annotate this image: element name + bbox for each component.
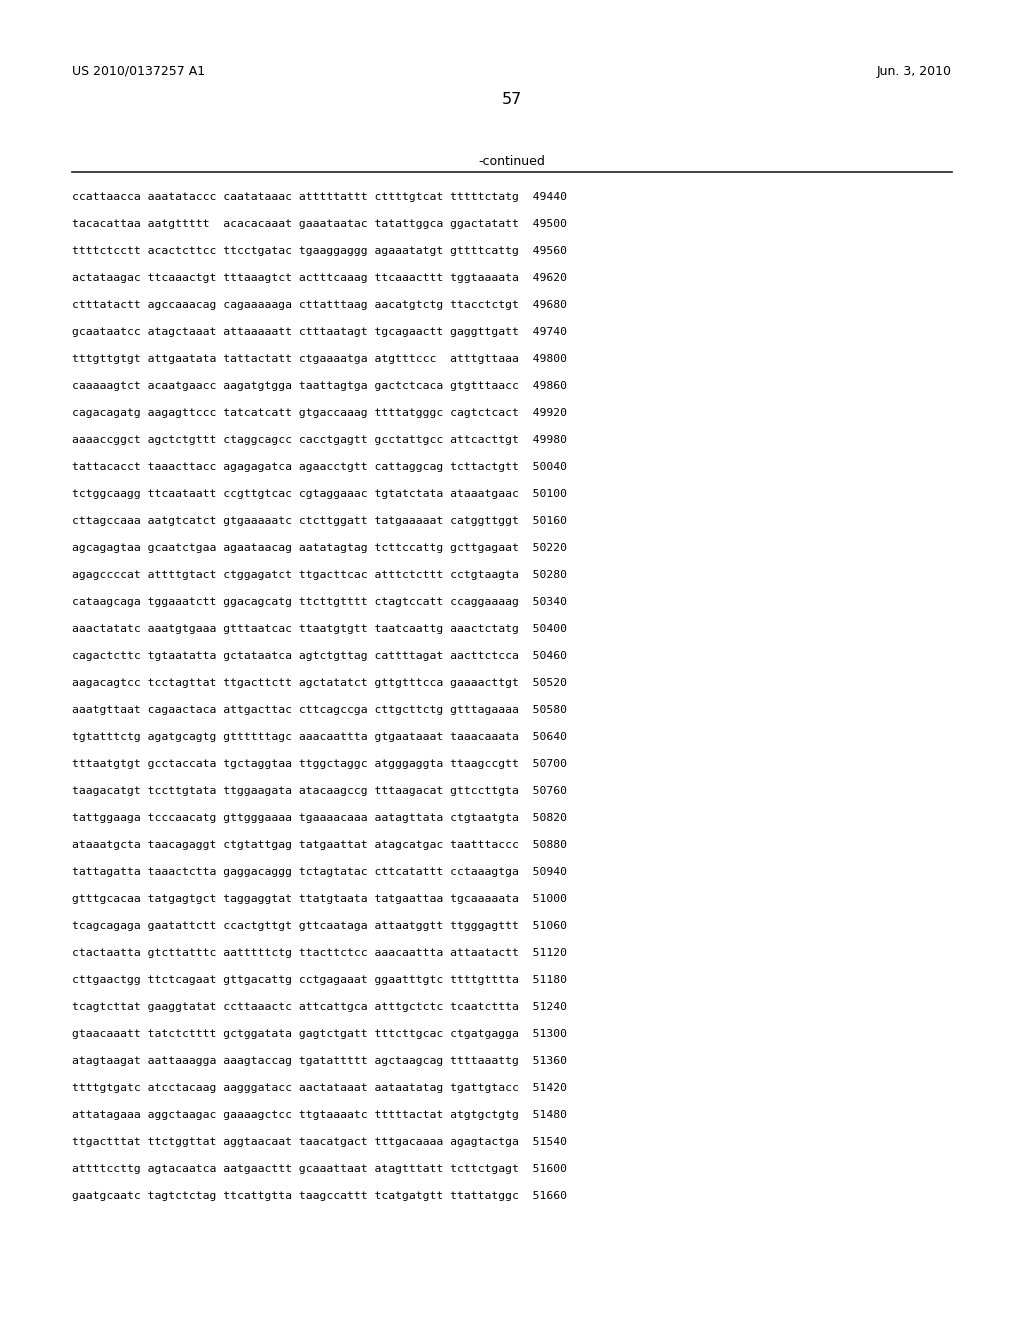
Text: tgtatttctg agatgcagtg gttttttagc aaacaattta gtgaataaat taaacaaata  50640: tgtatttctg agatgcagtg gttttttagc aaacaat… [72, 733, 567, 742]
Text: actataagac ttcaaactgt tttaaagtct actttcaaag ttcaaacttt tggtaaaata  49620: actataagac ttcaaactgt tttaaagtct actttca… [72, 273, 567, 282]
Text: ctactaatta gtcttatttc aatttttctg ttacttctcc aaacaattta attaatactt  51120: ctactaatta gtcttatttc aatttttctg ttacttc… [72, 948, 567, 958]
Text: atagtaagat aattaaagga aaagtaccag tgatattttt agctaagcag ttttaaattg  51360: atagtaagat aattaaagga aaagtaccag tgatatt… [72, 1056, 567, 1067]
Text: ttgactttat ttctggttat aggtaacaat taacatgact tttgacaaaa agagtactga  51540: ttgactttat ttctggttat aggtaacaat taacatg… [72, 1137, 567, 1147]
Text: tcagtcttat gaaggtatat ccttaaactc attcattgca atttgctctc tcaatcttta  51240: tcagtcttat gaaggtatat ccttaaactc attcatt… [72, 1002, 567, 1012]
Text: cataagcaga tggaaatctt ggacagcatg ttcttgtttt ctagtccatt ccaggaaaag  50340: cataagcaga tggaaatctt ggacagcatg ttcttgt… [72, 597, 567, 607]
Text: caaaaagtct acaatgaacc aagatgtgga taattagtga gactctcaca gtgtttaacc  49860: caaaaagtct acaatgaacc aagatgtgga taattag… [72, 381, 567, 391]
Text: tcagcagaga gaatattctt ccactgttgt gttcaataga attaatggtt ttgggagttt  51060: tcagcagaga gaatattctt ccactgttgt gttcaat… [72, 921, 567, 931]
Text: ccattaacca aaatataccc caatataaac atttttattt cttttgtcat tttttctatg  49440: ccattaacca aaatataccc caatataaac attttta… [72, 191, 567, 202]
Text: aaatgttaat cagaactaca attgacttac cttcagccga cttgcttctg gtttagaaaa  50580: aaatgttaat cagaactaca attgacttac cttcagc… [72, 705, 567, 715]
Text: tctggcaagg ttcaataatt ccgttgtcac cgtaggaaac tgtatctata ataaatgaac  50100: tctggcaagg ttcaataatt ccgttgtcac cgtagga… [72, 488, 567, 499]
Text: -continued: -continued [478, 154, 546, 168]
Text: tattagatta taaactctta gaggacaggg tctagtatac cttcatattt cctaaagtga  50940: tattagatta taaactctta gaggacaggg tctagta… [72, 867, 567, 876]
Text: cagacagatg aagagttccc tatcatcatt gtgaccaaag ttttatgggc cagtctcact  49920: cagacagatg aagagttccc tatcatcatt gtgacca… [72, 408, 567, 418]
Text: 57: 57 [502, 92, 522, 107]
Text: tattggaaga tcccaacatg gttgggaaaa tgaaaacaaa aatagttata ctgtaatgta  50820: tattggaaga tcccaacatg gttgggaaaa tgaaaac… [72, 813, 567, 822]
Text: cagactcttc tgtaatatta gctataatca agtctgttag cattttagat aacttctcca  50460: cagactcttc tgtaatatta gctataatca agtctgt… [72, 651, 567, 661]
Text: ctttatactt agccaaacag cagaaaaaga cttatttaag aacatgtctg ttacctctgt  49680: ctttatactt agccaaacag cagaaaaaga cttattt… [72, 300, 567, 310]
Text: aaactatatc aaatgtgaaa gtttaatcac ttaatgtgtt taatcaattg aaactctatg  50400: aaactatatc aaatgtgaaa gtttaatcac ttaatgt… [72, 624, 567, 634]
Text: agagccccat attttgtact ctggagatct ttgacttcac atttctcttt cctgtaagta  50280: agagccccat attttgtact ctggagatct ttgactt… [72, 570, 567, 579]
Text: gtttgcacaa tatgagtgct taggaggtat ttatgtaata tatgaattaa tgcaaaaata  51000: gtttgcacaa tatgagtgct taggaggtat ttatgta… [72, 894, 567, 904]
Text: US 2010/0137257 A1: US 2010/0137257 A1 [72, 65, 205, 78]
Text: agcagagtaa gcaatctgaa agaataacag aatatagtag tcttccattg gcttgagaat  50220: agcagagtaa gcaatctgaa agaataacag aatatag… [72, 543, 567, 553]
Text: cttagccaaa aatgtcatct gtgaaaaatc ctcttggatt tatgaaaaat catggttggt  50160: cttagccaaa aatgtcatct gtgaaaaatc ctcttgg… [72, 516, 567, 525]
Text: ttttctcctt acactcttcc ttcctgatac tgaaggaggg agaaatatgt gttttcattg  49560: ttttctcctt acactcttcc ttcctgatac tgaagga… [72, 246, 567, 256]
Text: tttgttgtgt attgaatata tattactatt ctgaaaatga atgtttccc  atttgttaaa  49800: tttgttgtgt attgaatata tattactatt ctgaaaa… [72, 354, 567, 364]
Text: aaaaccggct agctctgttt ctaggcagcc cacctgagtt gcctattgcc attcacttgt  49980: aaaaccggct agctctgttt ctaggcagcc cacctga… [72, 436, 567, 445]
Text: cttgaactgg ttctcagaat gttgacattg cctgagaaat ggaatttgtc ttttgtttta  51180: cttgaactgg ttctcagaat gttgacattg cctgaga… [72, 975, 567, 985]
Text: ttttgtgatc atcctacaag aagggatacc aactataaat aataatatag tgattgtacc  51420: ttttgtgatc atcctacaag aagggatacc aactata… [72, 1082, 567, 1093]
Text: tacacattaa aatgttttt  acacacaaat gaaataatac tatattggca ggactatatt  49500: tacacattaa aatgttttt acacacaaat gaaataat… [72, 219, 567, 228]
Text: ataaatgcta taacagaggt ctgtattgag tatgaattat atagcatgac taatttaccc  50880: ataaatgcta taacagaggt ctgtattgag tatgaat… [72, 840, 567, 850]
Text: gtaacaaatt tatctctttt gctggatata gagtctgatt tttcttgcac ctgatgagga  51300: gtaacaaatt tatctctttt gctggatata gagtctg… [72, 1030, 567, 1039]
Text: tttaatgtgt gcctaccata tgctaggtaa ttggctaggc atgggaggta ttaagccgtt  50700: tttaatgtgt gcctaccata tgctaggtaa ttggcta… [72, 759, 567, 770]
Text: aagacagtcc tcctagttat ttgacttctt agctatatct gttgtttcca gaaaacttgt  50520: aagacagtcc tcctagttat ttgacttctt agctata… [72, 678, 567, 688]
Text: Jun. 3, 2010: Jun. 3, 2010 [877, 65, 952, 78]
Text: attttccttg agtacaatca aatgaacttt gcaaattaat atagtttatt tcttctgagt  51600: attttccttg agtacaatca aatgaacttt gcaaatt… [72, 1164, 567, 1173]
Text: gaatgcaatc tagtctctag ttcattgtta taagccattt tcatgatgtt ttattatggc  51660: gaatgcaatc tagtctctag ttcattgtta taagcca… [72, 1191, 567, 1201]
Text: attatagaaa aggctaagac gaaaagctcc ttgtaaaatc tttttactat atgtgctgtg  51480: attatagaaa aggctaagac gaaaagctcc ttgtaaa… [72, 1110, 567, 1119]
Text: tattacacct taaacttacc agagagatca agaacctgtt cattaggcag tcttactgtt  50040: tattacacct taaacttacc agagagatca agaacct… [72, 462, 567, 473]
Text: taagacatgt tccttgtata ttggaagata atacaagccg tttaagacat gttccttgta  50760: taagacatgt tccttgtata ttggaagata atacaag… [72, 785, 567, 796]
Text: gcaataatcc atagctaaat attaaaaatt ctttaatagt tgcagaactt gaggttgatt  49740: gcaataatcc atagctaaat attaaaaatt ctttaat… [72, 327, 567, 337]
